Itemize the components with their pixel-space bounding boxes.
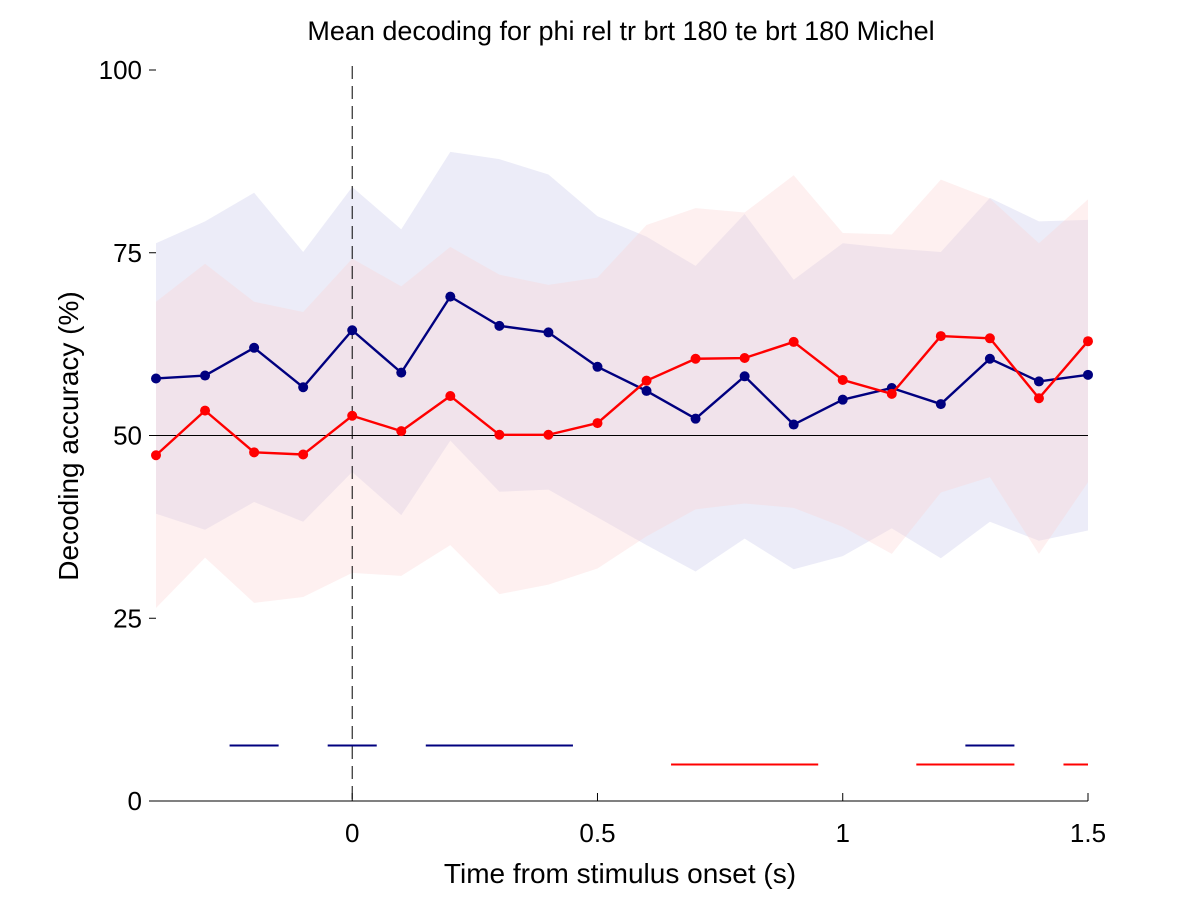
data-point (641, 385, 652, 396)
data-point (788, 336, 799, 347)
x-tick-label: 0.5 (579, 818, 615, 848)
axes: 0 0.5 1 1.5 0 25 50 75 100 (99, 55, 1106, 848)
data-point (543, 327, 554, 338)
chart-title: Mean decoding for phi rel tr brt 180 te … (307, 16, 934, 46)
series-line-1 (155, 295, 1089, 426)
data-point (396, 426, 407, 437)
y-tick-label: 75 (113, 238, 142, 268)
data-point (396, 367, 407, 378)
confidence-band-2 (156, 175, 1088, 609)
data-point (543, 429, 554, 440)
data-point (690, 353, 701, 364)
data-point (494, 429, 505, 440)
reference-lines (156, 66, 1088, 801)
data-point (249, 447, 260, 458)
data-point (788, 419, 799, 430)
x-tick-label: 1.5 (1070, 818, 1106, 848)
y-tick-label: 0 (128, 786, 142, 816)
confidence-band-1 (156, 151, 1088, 572)
data-point (886, 388, 897, 399)
data-point (347, 325, 358, 336)
x-axis-label: Time from stimulus onset (s) (444, 858, 796, 889)
y-tick-label: 25 (113, 603, 142, 633)
x-tick-label: 0 (345, 818, 359, 848)
y-tick-label: 100 (99, 55, 142, 85)
data-point (200, 370, 211, 381)
significance-bars (229, 744, 1088, 766)
data-point (445, 391, 456, 402)
data-point (837, 394, 848, 405)
series-line-2 (155, 334, 1089, 457)
data-point (641, 375, 652, 386)
data-point (592, 361, 603, 372)
data-point (984, 353, 995, 364)
data-point (935, 399, 946, 410)
data-point (1083, 336, 1093, 347)
data-series (151, 291, 1093, 461)
confidence-bands (156, 151, 1088, 609)
data-point (298, 382, 309, 393)
y-tick-label: 50 (113, 421, 142, 451)
data-point (298, 449, 309, 460)
data-point (1083, 369, 1093, 380)
data-point (739, 353, 750, 364)
data-point (347, 410, 358, 421)
data-point (151, 450, 161, 461)
data-point (445, 291, 456, 302)
data-point (739, 371, 750, 382)
data-point (1033, 376, 1044, 387)
data-point (592, 418, 603, 429)
x-tick-label: 1 (836, 818, 850, 848)
data-point (494, 320, 505, 331)
data-point (200, 405, 211, 416)
data-point (837, 374, 848, 385)
data-point (151, 373, 161, 384)
data-point (249, 342, 260, 353)
y-axis-label: Decoding accuracy (%) (53, 291, 84, 580)
data-point (935, 331, 946, 342)
data-point (690, 413, 701, 424)
data-point (1033, 393, 1044, 404)
data-point (984, 333, 995, 344)
